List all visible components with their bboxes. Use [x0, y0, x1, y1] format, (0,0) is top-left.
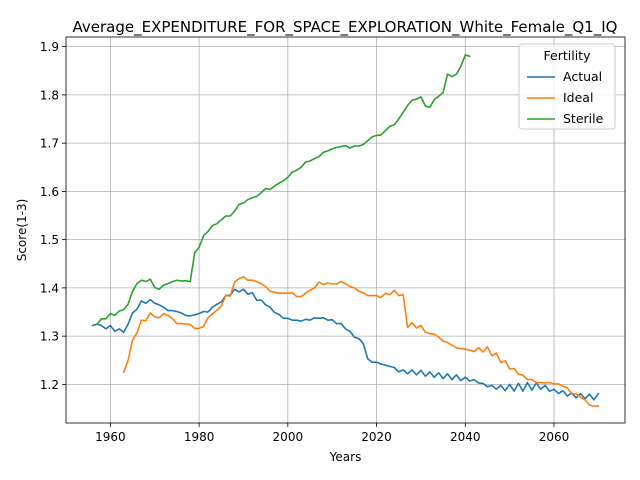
x-tick-label: 1960	[95, 430, 126, 444]
legend: Fertility Actual Ideal Sterile	[518, 43, 616, 130]
legend-title: Fertility	[544, 48, 592, 63]
series-line-ideal	[122, 275, 600, 407]
series-line-actual	[91, 288, 600, 401]
legend-label-sterile: Sterile	[563, 111, 604, 126]
y-tick-label: 1.9	[40, 40, 59, 54]
legend-label-actual: Actual	[563, 69, 602, 84]
x-tick-label: 2060	[539, 430, 570, 444]
chart-title: Average_EXPENDITURE_FOR_SPACE_EXPLORATIO…	[73, 18, 618, 37]
series-line-sterile	[95, 54, 471, 326]
legend-label-ideal: Ideal	[563, 90, 593, 105]
x-tick-label: 2000	[273, 430, 304, 444]
y-tick-label: 1.7	[40, 137, 59, 151]
y-tick-label: 1.5	[40, 233, 59, 247]
x-tick-label: 2040	[450, 430, 481, 444]
y-tick-label: 1.6	[40, 185, 59, 199]
x-tick-label: 1980	[184, 430, 215, 444]
y-tick-label: 1.8	[40, 88, 59, 102]
x-tick-label: 2020	[361, 430, 392, 444]
plot-frame	[65, 36, 626, 424]
y-axis-title: Score(1-3)	[15, 199, 29, 262]
y-tick-label: 1.3	[40, 330, 59, 344]
axis-ticks: 1960 1980 2000 2020 2040 2060 1.2 1.3 1.4 1.5 1.6 1…	[40, 40, 569, 444]
legend-entries: Actual Ideal Sterile	[527, 69, 604, 126]
x-axis-title: Years	[329, 450, 362, 464]
series-lines	[91, 54, 600, 407]
y-tick-label: 1.4	[40, 281, 59, 295]
legend-box	[518, 43, 616, 130]
y-tick-label: 1.2	[40, 378, 59, 392]
